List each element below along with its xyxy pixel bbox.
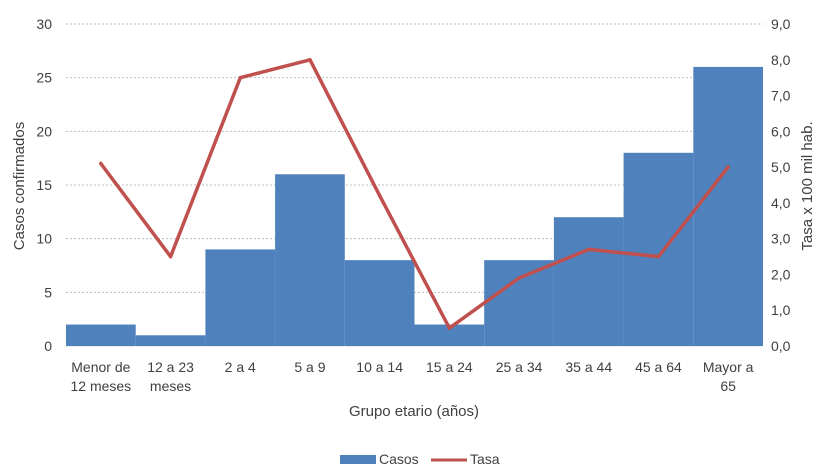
x-tick-label: 15 a 24 — [426, 359, 473, 375]
y2-tick-label: 4,0 — [771, 195, 791, 211]
bar-casos — [414, 324, 485, 346]
y2-tick-label: 6,0 — [771, 123, 791, 139]
x-tick-label: Mayor a 65 — [703, 359, 754, 394]
point-tasa — [238, 75, 243, 80]
bar-casos — [553, 217, 624, 346]
legend-swatch-casos — [340, 455, 376, 464]
bar-series-casos — [66, 66, 763, 346]
y2-tick-label: 1,0 — [771, 302, 791, 318]
bar-casos — [344, 260, 415, 346]
y2-tick-label: 3,0 — [771, 231, 791, 247]
y2-tick-label: 7,0 — [771, 88, 791, 104]
line-tasa — [99, 58, 730, 330]
x-tick-label: 12 a 23 meses — [147, 359, 194, 394]
x-tick-label: 10 a 14 — [356, 359, 403, 375]
point-tasa — [586, 247, 591, 252]
y-axis-left-ticks: 0 5 10 15 20 25 30 — [36, 16, 52, 354]
point-tasa — [447, 326, 452, 330]
point-tasa — [377, 193, 382, 198]
y-tick-label: 25 — [36, 70, 52, 86]
bar-casos — [623, 152, 694, 346]
x-axis-ticks: Menor de 12 meses 12 a 23 meses 2 a 4 5 a 9 10… — [70, 359, 753, 394]
y2-tick-label: 9,0 — [771, 16, 791, 32]
y-tick-label: 10 — [36, 231, 52, 247]
point-tasa — [99, 161, 103, 166]
bar-casos — [693, 66, 763, 346]
y2-tick-label: 0,0 — [771, 338, 791, 354]
y-axis-title: Casos confirmados — [11, 122, 28, 250]
bar-casos — [484, 260, 554, 346]
point-tasa — [726, 165, 730, 169]
x-axis-title: Grupo etario (años) — [349, 403, 479, 420]
y-axis-right-ticks: 0,0 1,0 2,0 3,0 4,0 5,0 6,0 7,0 8,0 9,0 — [771, 16, 791, 354]
x-tick-label: 2 a 4 — [225, 359, 256, 375]
x-tick-label: 5 a 9 — [294, 359, 325, 375]
point-tasa — [168, 254, 173, 259]
y2-tick-label: 2,0 — [771, 266, 791, 282]
x-tick-label: 45 a 64 — [635, 359, 682, 375]
y-tick-label: 0 — [44, 338, 52, 354]
point-tasa — [308, 57, 312, 62]
y-tick-label: 30 — [36, 16, 52, 32]
y-tick-label: 5 — [44, 284, 52, 300]
bar-casos — [135, 335, 206, 346]
point-tasa — [517, 276, 521, 280]
bar-casos — [275, 174, 345, 346]
y2-tick-label: 8,0 — [771, 52, 791, 68]
point-tasa — [656, 254, 661, 259]
y-tick-label: 20 — [36, 123, 52, 139]
x-tick-label: 35 a 44 — [565, 359, 612, 375]
y2-tick-label: 5,0 — [771, 159, 791, 175]
y-tick-label: 15 — [36, 177, 52, 193]
x-tick-label: 25 a 34 — [496, 359, 543, 375]
line-series-tasa — [99, 57, 730, 330]
legend-label-casos: Casos — [379, 451, 419, 467]
bar-casos — [205, 249, 276, 346]
legend-label-tasa: Tasa — [470, 451, 500, 467]
legend: Casos Tasa — [340, 451, 500, 467]
x-tick-label: Menor de 12 meses — [70, 359, 131, 394]
y2-axis-title: Tasa x 100 mil hab. — [799, 121, 816, 250]
bar-casos — [66, 324, 136, 346]
